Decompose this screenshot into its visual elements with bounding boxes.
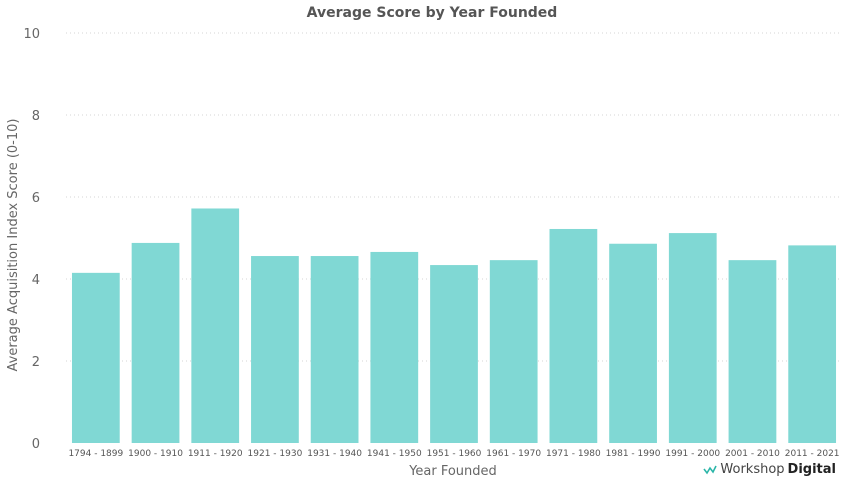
x-axis-ticks: 1794 - 1899 1900 - 1910 1911 - 1920 1921 - …: [68, 449, 839, 459]
bar[interactable]: [310, 256, 359, 443]
x-tick-label: 1794 - 1899: [68, 449, 123, 459]
logo-text-digital: Digital: [787, 462, 836, 477]
y-tick-label: 4: [32, 273, 40, 288]
x-tick-label: 1981 - 1990: [606, 449, 661, 459]
logo-mark-icon: [703, 465, 718, 474]
x-axis-label: Year Founded: [408, 464, 497, 479]
bar[interactable]: [728, 260, 777, 443]
x-tick-label: 1991 - 2000: [665, 449, 720, 459]
bar[interactable]: [251, 256, 299, 443]
logo-text-workshop: Workshop: [720, 462, 785, 477]
x-tick-label: 1941 - 1950: [367, 449, 422, 459]
bar[interactable]: [609, 243, 657, 443]
x-tick-label: 1900 - 1910: [128, 449, 183, 459]
x-tick-label: 1911 - 1920: [188, 449, 243, 459]
bars: [71, 208, 837, 443]
x-tick-label: 1921 - 1930: [248, 449, 303, 459]
bar[interactable]: [191, 208, 240, 443]
bar[interactable]: [788, 245, 837, 443]
bar[interactable]: [668, 233, 717, 443]
bar[interactable]: [131, 242, 180, 443]
y-axis-label: Average Acquisition Index Score (0-10): [6, 119, 21, 372]
y-axis-ticks: 0 2 4 6 8 10: [23, 27, 40, 452]
bar[interactable]: [71, 272, 120, 443]
x-tick-label: 2011 - 2021: [785, 449, 840, 459]
bar[interactable]: [489, 260, 538, 443]
bar[interactable]: [549, 228, 598, 443]
chart-title: Average Score by Year Founded: [307, 5, 558, 21]
y-tick-label: 10: [23, 27, 40, 42]
x-tick-label: 1971 - 1980: [546, 449, 601, 459]
y-tick-label: 6: [32, 191, 40, 206]
workshop-digital-logo: Workshop Digital: [703, 462, 836, 477]
x-tick-label: 1961 - 1970: [486, 449, 541, 459]
bar[interactable]: [430, 265, 478, 443]
y-tick-label: 2: [32, 355, 40, 370]
bar[interactable]: [370, 251, 419, 443]
x-tick-label: 2001 - 2010: [725, 449, 780, 459]
y-tick-label: 8: [32, 109, 40, 124]
y-tick-label: 0: [32, 437, 40, 452]
x-tick-label: 1931 - 1940: [307, 449, 362, 459]
x-tick-label: 1951 - 1960: [427, 449, 482, 459]
